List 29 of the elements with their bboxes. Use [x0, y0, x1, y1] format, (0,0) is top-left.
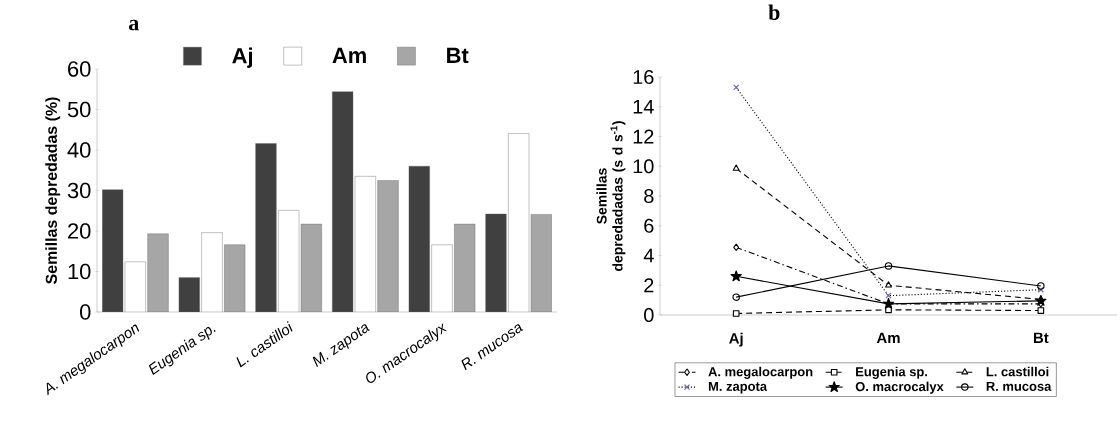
y-axis-title: Semillas depredadadas (s d s$^{-1}$) — [596, 121, 626, 271]
y-axis-title: Semillas depredadas (%) — [45, 97, 61, 284]
y-tick-label: 14 — [633, 99, 654, 114]
legend-label: O. macrocalyx — [855, 381, 944, 394]
legend-label: Aj — [232, 47, 253, 68]
legend-label: Bt — [447, 47, 469, 64]
y-tick-label: 40 — [67, 142, 91, 158]
legend-label: M. zapota — [708, 381, 768, 394]
y-tick-label: 4 — [643, 248, 654, 263]
y-tick-label: 30 — [67, 182, 91, 199]
x-tick-label: Bt — [1033, 332, 1049, 344]
y-tick-label: 0 — [80, 304, 91, 320]
y-tick-label: 12 — [633, 129, 654, 144]
y-tick-label: 20 — [68, 223, 91, 239]
y-tick-label: 50 — [67, 101, 91, 118]
y-tick-label: 10 — [633, 159, 654, 174]
chart-title: b — [768, 4, 780, 20]
y-tick-label: 0 — [644, 307, 654, 323]
y-tick-label: 2 — [644, 278, 654, 293]
legend-label: R. mucosa — [986, 381, 1052, 391]
y-tick-label: 10 — [68, 263, 91, 280]
y-tick-label: 16 — [633, 69, 654, 85]
x-tick-label: Aj — [729, 332, 743, 347]
chart-title: a — [129, 19, 139, 31]
y-tick-label: 60 — [68, 61, 91, 77]
y-tick-label: 8 — [644, 188, 654, 204]
x-tick-label: Am — [876, 332, 900, 343]
legend-label: Am — [332, 47, 366, 63]
y-tick-label: 6 — [644, 218, 654, 233]
